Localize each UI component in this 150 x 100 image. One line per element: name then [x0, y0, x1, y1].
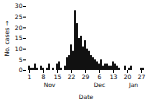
svg-text:8: 8 [42, 73, 46, 80]
svg-text:27: 27 [138, 73, 146, 80]
svg-text:10: 10 [15, 45, 23, 52]
svg-text:15: 15 [54, 73, 62, 80]
svg-text:Dec: Dec [94, 81, 106, 88]
svg-text:Nov: Nov [44, 81, 56, 88]
svg-text:20: 20 [15, 24, 23, 31]
svg-text:No. cases →: No. cases → [3, 21, 10, 57]
svg-text:0: 0 [19, 66, 23, 73]
svg-text:1: 1 [28, 73, 32, 80]
svg-text:29: 29 [82, 73, 90, 80]
svg-text:25: 25 [15, 13, 23, 20]
svg-text:Date: Date [79, 93, 94, 100]
svg-text:13: 13 [110, 73, 118, 80]
svg-text:Jan: Jan [128, 81, 138, 89]
svg-text:15: 15 [15, 34, 23, 41]
svg-text:20: 20 [124, 73, 132, 80]
svg-text:22: 22 [68, 73, 76, 80]
svg-text:5: 5 [19, 56, 23, 63]
svg-text:30: 30 [15, 2, 23, 9]
svg-text:6: 6 [98, 73, 102, 80]
